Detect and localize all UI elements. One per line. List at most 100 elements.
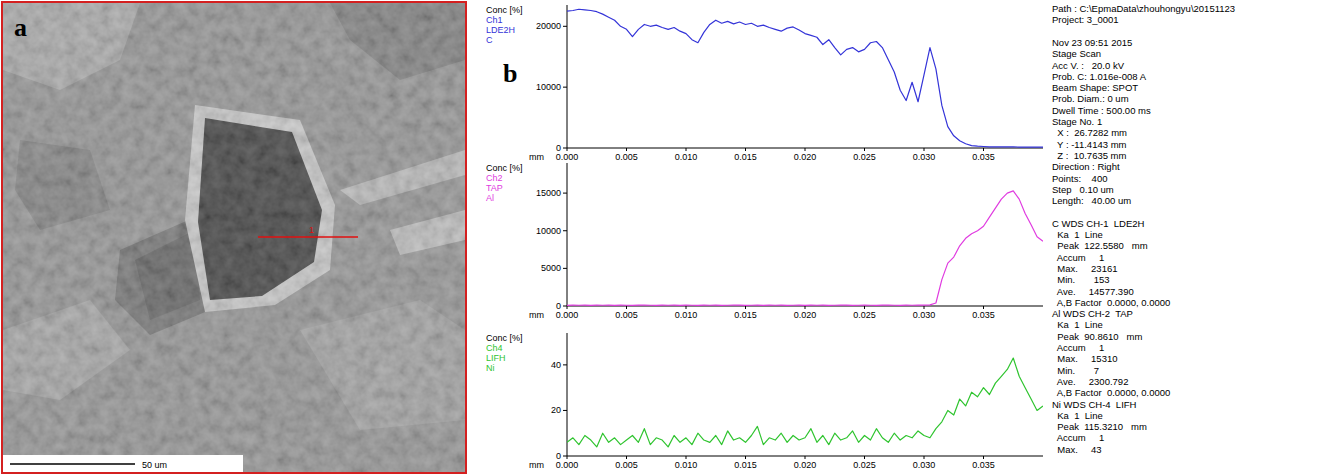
plot-area (567, 9, 1043, 147)
y-axis (567, 333, 568, 456)
x-tick (983, 456, 984, 459)
x-tick (686, 148, 687, 151)
y-axis-label: Conc [%] (486, 5, 523, 15)
image-texture (3, 3, 465, 472)
y-tick (563, 456, 567, 457)
info-line: Project: 3_0001 (1052, 14, 1119, 25)
info-line: Ave. 14577.390 (1052, 286, 1134, 297)
x-tick-label: 0.005 (615, 152, 638, 162)
info-line: Direction : Right (1052, 161, 1120, 172)
x-tick-label: 0.005 (615, 460, 638, 470)
x-tick-label: 0.005 (615, 310, 638, 320)
y-tick (563, 306, 567, 307)
x-axis-label: mm (529, 152, 544, 162)
info-line: A,B Factor 0.0000, 0.0000 (1052, 387, 1170, 398)
info-line: Acc V. : 20.0 kV (1052, 60, 1125, 71)
info-block: Path : C:\EpmaData\zhouhongyu\20151123Pr… (1052, 3, 1235, 455)
info-line: Ave. 2300.792 (1052, 376, 1128, 387)
x-tick (805, 306, 806, 309)
x-tick-label: 0.030 (913, 310, 936, 320)
x-tick (626, 306, 627, 309)
x-tick (805, 148, 806, 151)
crystal-label: LIFH (486, 353, 506, 363)
plot-area (567, 358, 1043, 447)
y-tick-label: 5000 (541, 263, 561, 273)
y-axis-label: Conc [%] (486, 333, 523, 343)
plot-area (567, 191, 1043, 305)
x-axis-label: mm (529, 460, 544, 470)
x-tick (924, 148, 925, 151)
x-tick (567, 148, 568, 151)
info-line: Max. 43 (1052, 444, 1102, 455)
image-ground (3, 3, 465, 472)
x-tick (924, 306, 925, 309)
info-line: Points: 400 (1052, 173, 1107, 184)
info-line: Accum 1 (1052, 252, 1104, 263)
y-tick-label: 10000 (536, 226, 561, 236)
x-tick (864, 456, 865, 459)
figure: a50 um1b010000200000.0000.0050.0100.0150… (0, 0, 1322, 476)
x-tick-label: 0.020 (794, 310, 817, 320)
x-tick (983, 148, 984, 151)
channel-label: Ch1 (486, 15, 503, 25)
scale-label: 50 um (142, 460, 167, 470)
x-tick-label: 0.030 (913, 152, 936, 162)
micrograph (3, 3, 465, 472)
scale-bar (10, 463, 135, 465)
x-tick-label: 0.035 (972, 152, 995, 162)
x-tick-label: 0.015 (734, 460, 757, 470)
x-tick (686, 456, 687, 459)
info-line: Ka 1 Line (1052, 229, 1103, 240)
y-tick (563, 26, 567, 27)
scale-strip (3, 455, 243, 472)
y-tick (563, 148, 567, 149)
y-tick-label: 15000 (536, 188, 561, 198)
y-tick (563, 193, 567, 194)
y-tick (563, 87, 567, 88)
series-line (567, 191, 1043, 305)
y-tick-label: 20000 (536, 21, 561, 31)
x-tick-label: 0.015 (734, 152, 757, 162)
y-tick (563, 410, 567, 411)
info-line: Peak 122.5580 mm (1052, 240, 1148, 251)
y-tick (563, 230, 567, 231)
info-line: Min. 7 (1052, 365, 1099, 376)
info-line: Step 0.10 um (1052, 184, 1114, 195)
info-line: Z : 10.7635 mm (1052, 150, 1127, 161)
info-line: Prob. C: 1.016e-008 A (1052, 71, 1147, 82)
info-line: Peak 90.8610 mm (1052, 331, 1142, 342)
info-line: Dwell Time : 500.00 ms (1052, 105, 1151, 116)
scan-label: 1 (309, 225, 314, 235)
x-tick-label: 0.020 (794, 460, 817, 470)
image-frame (2, 2, 466, 473)
info-line: C WDS CH-1 LDE2H (1052, 218, 1145, 229)
x-tick-label: 0.000 (556, 310, 579, 320)
x-tick-label: 0.030 (913, 460, 936, 470)
element-label: C (486, 35, 493, 45)
x-tick-label: 0.025 (853, 310, 876, 320)
x-tick (686, 306, 687, 309)
scan-line (258, 236, 358, 238)
y-axis-label: Conc [%] (486, 163, 523, 173)
y-tick-label: 40 (551, 360, 561, 370)
info-line: Min. 153 (1052, 274, 1110, 285)
x-tick-label: 0.035 (972, 310, 995, 320)
info-line: Al WDS CH-2 TAP (1052, 308, 1133, 319)
info-line: Path : C:\EpmaData\zhouhongyu\20151123 (1052, 3, 1235, 14)
channel-label: Ch4 (486, 343, 503, 353)
x-tick (745, 306, 746, 309)
info-line: X : 26.7282 mm (1052, 127, 1127, 138)
y-tick-label: 10000 (536, 82, 561, 92)
info-line: Max. 23161 (1052, 263, 1117, 274)
x-tick (805, 456, 806, 459)
info-line: Prob. Diam.: 0 um (1052, 93, 1129, 104)
x-tick-label: 0.015 (734, 310, 757, 320)
y-tick (563, 268, 567, 269)
info-line: Stage No. 1 (1052, 116, 1102, 127)
info-line: Accum 1 (1052, 342, 1104, 353)
x-tick-label: 0.025 (853, 460, 876, 470)
x-tick (864, 306, 865, 309)
x-tick-label: 0.010 (675, 460, 698, 470)
x-tick (626, 148, 627, 151)
x-tick-label: 0.010 (675, 310, 698, 320)
